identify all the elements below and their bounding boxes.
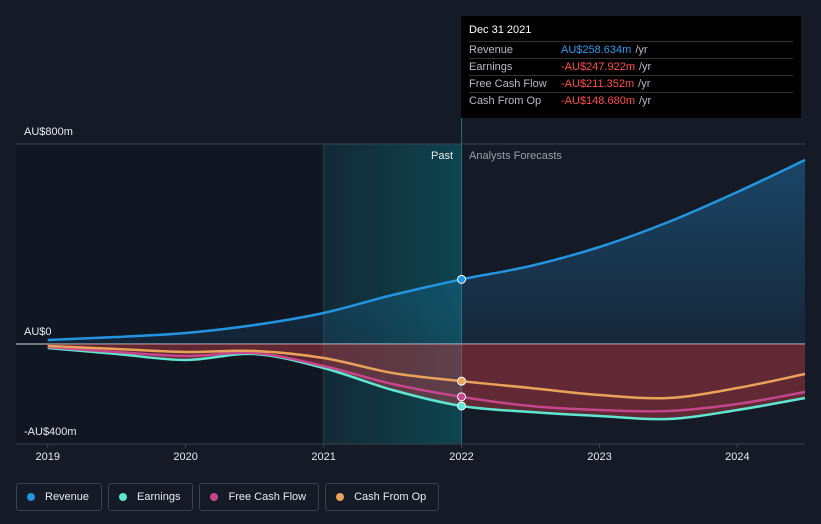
point-marker bbox=[457, 401, 467, 411]
legend-item[interactable]: Free Cash Flow bbox=[199, 483, 320, 511]
legend-item[interactable]: Cash From Op bbox=[325, 483, 440, 511]
tooltip-unit: /yr bbox=[639, 95, 652, 107]
tooltip-label: Free Cash Flow bbox=[469, 78, 547, 90]
legend-label: Free Cash Flow bbox=[228, 491, 307, 503]
tooltip-row: Revenue AU$258.634m/yr bbox=[469, 41, 793, 58]
past-background bbox=[16, 144, 324, 444]
legend-label: Earnings bbox=[137, 491, 181, 503]
legend: Revenue Earnings Free Cash Flow Cash From O… bbox=[16, 483, 440, 511]
legend-dot bbox=[210, 493, 219, 501]
tooltip-row: Cash From Op -AU$148.680m/yr bbox=[469, 92, 793, 109]
legend-item[interactable]: Earnings bbox=[108, 483, 194, 511]
x-tick-label: 2020 bbox=[173, 451, 197, 463]
tooltip-label: Cash From Op bbox=[469, 95, 542, 107]
tooltip-label: Revenue bbox=[469, 44, 514, 56]
tooltip-unit: /yr bbox=[638, 78, 651, 90]
x-tick-label: 2023 bbox=[587, 451, 611, 463]
point-marker bbox=[457, 376, 467, 386]
legend-label: Revenue bbox=[45, 491, 90, 503]
legend-dot bbox=[119, 493, 128, 501]
tooltip-label: Earnings bbox=[469, 61, 513, 73]
tooltip-title: Dec 31 2021 bbox=[469, 24, 532, 36]
past-label: Past bbox=[431, 150, 453, 162]
tooltip-row: Free Cash Flow -AU$211.352m/yr bbox=[469, 75, 793, 92]
tooltip: Dec 31 2021 Revenue AU$258.634m/yr Earnings… bbox=[461, 16, 801, 118]
y-tick-label: -AU$400m bbox=[24, 426, 77, 438]
series-line bbox=[47, 344, 806, 400]
legend-item[interactable]: Revenue bbox=[16, 483, 103, 511]
legend-dot bbox=[27, 493, 35, 501]
tooltip-unit: /yr bbox=[635, 44, 648, 56]
forecast-label: Analysts Forecasts bbox=[469, 150, 562, 162]
area bbox=[47, 160, 805, 344]
tooltip-row: Earnings -AU$247.922m/yr bbox=[469, 58, 793, 75]
series-line bbox=[47, 345, 806, 413]
series-line bbox=[47, 346, 806, 421]
tooltip-value: -AU$148.680m bbox=[561, 95, 635, 107]
y-tick-label: AU$800m bbox=[24, 126, 73, 138]
legend-dot bbox=[336, 493, 345, 501]
x-tick-label: 2024 bbox=[725, 451, 749, 463]
series-line bbox=[47, 158, 806, 342]
tooltip-value: -AU$211.352m bbox=[561, 78, 635, 90]
x-tick-label: 2022 bbox=[449, 451, 473, 463]
tooltip-value: AU$258.634m bbox=[561, 44, 632, 56]
legend-label: Cash From Op bbox=[354, 491, 427, 503]
x-tick-label: 2019 bbox=[35, 451, 59, 463]
y-tick-label: AU$0 bbox=[24, 326, 52, 338]
tooltip-value: -AU$247.922m bbox=[561, 61, 635, 73]
point-marker bbox=[457, 274, 467, 284]
area bbox=[47, 344, 805, 420]
tooltip-unit: /yr bbox=[639, 61, 652, 73]
point-marker bbox=[457, 392, 467, 402]
x-tick-label: 2021 bbox=[311, 451, 335, 463]
